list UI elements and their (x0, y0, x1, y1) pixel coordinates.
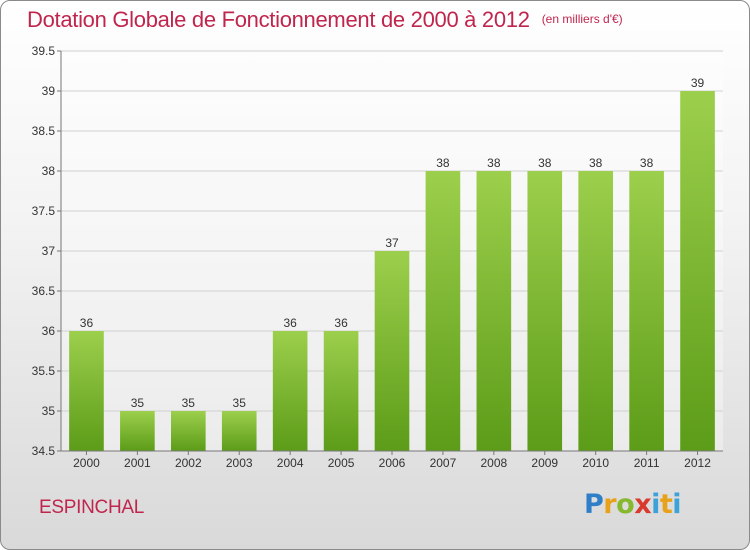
x-tick-label: 2012 (684, 456, 711, 470)
bar[interactable] (374, 251, 410, 451)
bar[interactable] (476, 171, 512, 451)
chart-title: Dotation Globale de Fonctionnement de 20… (27, 7, 623, 33)
bar-value-label: 35 (182, 396, 196, 410)
x-tick-label: 2011 (634, 456, 660, 470)
bar-value-label: 37 (385, 236, 399, 250)
y-tick-label: 36 (42, 324, 56, 338)
bar-value-label: 35 (233, 396, 247, 410)
bar[interactable] (323, 331, 359, 451)
logo-letter: r (603, 489, 617, 520)
proxiti-logo[interactable]: Proxiti (584, 489, 682, 520)
municipality-name: ESPINCHAL (39, 497, 145, 518)
x-tick-label: 2005 (328, 456, 355, 470)
logo-letter: i (651, 489, 660, 520)
bar[interactable] (425, 171, 461, 451)
bar-value-label: 38 (487, 156, 501, 170)
x-tick-label: 2006 (379, 456, 406, 470)
bar-value-label: 36 (334, 316, 348, 330)
logo-letter: o (616, 489, 635, 520)
y-tick-label: 38 (42, 164, 56, 178)
logo-letter: i (672, 489, 682, 520)
x-tick-label: 2008 (480, 456, 507, 470)
x-tick-label: 2002 (175, 456, 202, 470)
bar[interactable] (120, 411, 155, 451)
bar-value-label: 38 (436, 156, 450, 170)
y-tick-label: 35.5 (32, 364, 56, 378)
x-tick-label: 2004 (277, 456, 304, 470)
bar-value-label: 38 (589, 156, 603, 170)
y-tick-label: 35 (42, 404, 56, 418)
bar[interactable] (170, 411, 206, 451)
x-tick-label: 2000 (73, 456, 100, 470)
title-text: Dotation Globale de Fonctionnement de 20… (27, 7, 530, 32)
bar[interactable] (272, 331, 308, 451)
bar[interactable] (69, 331, 104, 451)
bar[interactable] (680, 91, 715, 451)
bar-value-label: 39 (691, 76, 705, 90)
bar[interactable] (629, 171, 664, 451)
y-tick-label: 34.5 (32, 444, 56, 458)
bar[interactable] (527, 171, 563, 451)
bar-value-label: 35 (131, 396, 145, 410)
bar-value-label: 38 (538, 156, 552, 170)
y-tick-label: 39.5 (32, 44, 56, 58)
bar-value-label: 36 (283, 316, 297, 330)
bar[interactable] (578, 171, 614, 451)
bar-value-label: 38 (640, 156, 654, 170)
x-tick-label: 2003 (226, 456, 253, 470)
bar-value-label: 36 (80, 316, 94, 330)
y-tick-label: 37 (42, 244, 56, 258)
y-tick-label: 38.5 (32, 124, 56, 138)
x-tick-label: 2009 (531, 456, 558, 470)
y-tick-label: 36.5 (32, 284, 56, 298)
x-tick-label: 2001 (124, 456, 151, 470)
x-tick-label: 2007 (430, 456, 457, 470)
logo-letter: x (634, 489, 652, 520)
x-tick-label: 2010 (582, 456, 609, 470)
logo-letter: P (584, 489, 604, 520)
y-tick-label: 39 (42, 84, 56, 98)
bar[interactable] (221, 411, 257, 451)
unit-label: (en milliers d'€) (541, 12, 623, 26)
y-tick-label: 37.5 (32, 204, 56, 218)
logo-letter: t (659, 489, 673, 520)
